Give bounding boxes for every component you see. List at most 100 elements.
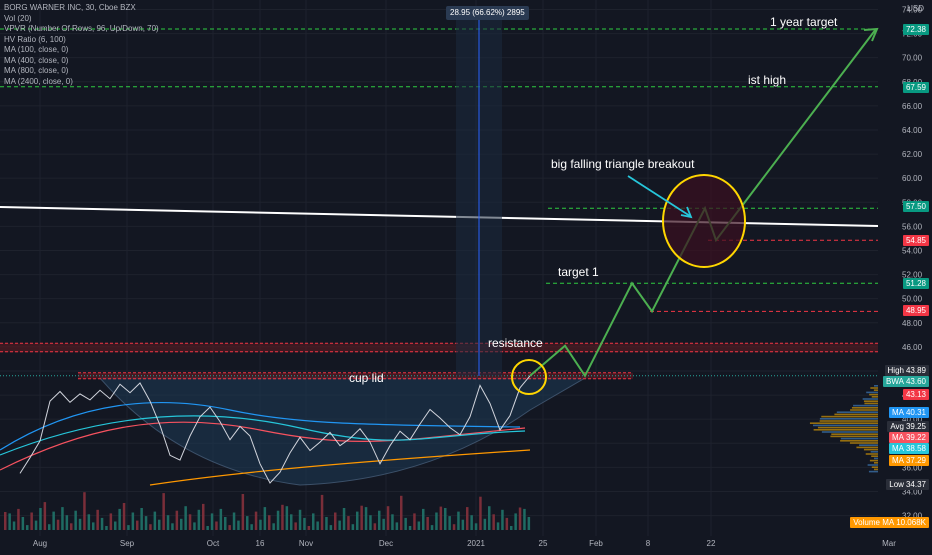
price-series-line xyxy=(19,375,531,484)
indicator-line[interactable]: HV Ratio (6, 100) xyxy=(4,34,66,44)
volume-bar xyxy=(241,494,245,530)
volume-bar xyxy=(8,513,11,530)
vpvr-row xyxy=(863,448,878,451)
volume-bar xyxy=(422,508,425,530)
price-tag: 72.38 xyxy=(902,24,929,35)
volume-bar xyxy=(254,511,258,530)
y-tick-label: 48.00 xyxy=(902,319,923,328)
price-tag-value: 39.22 xyxy=(905,433,926,442)
volume-bar xyxy=(26,525,29,530)
vpvr-row xyxy=(809,422,878,424)
vpvr-row xyxy=(874,385,878,387)
moving-average-line xyxy=(0,415,526,456)
volume-bar xyxy=(166,515,170,530)
x-tick-label: Oct xyxy=(207,539,220,548)
price-tag-value: 48.95 xyxy=(905,306,926,315)
volume-bar xyxy=(426,517,429,530)
volume-bar xyxy=(351,524,355,530)
volume-bar xyxy=(232,512,236,530)
vpvr-row xyxy=(831,433,878,435)
price-tag-value: 67.59 xyxy=(905,83,926,92)
x-tick-label: Feb xyxy=(589,539,603,548)
volume-bar xyxy=(122,503,126,530)
volume-bar xyxy=(347,516,350,530)
y-tick-label: 34.00 xyxy=(902,487,923,496)
annotation-target-1: target 1 xyxy=(558,265,599,279)
price-tag-value: 38.58 xyxy=(905,444,926,453)
volume-bar xyxy=(452,524,456,530)
price-tag: 54.85 xyxy=(902,235,929,246)
vpvr-row xyxy=(863,400,878,402)
price-tag: MA 38.58 xyxy=(888,443,929,454)
indicator-line[interactable]: MA (400, close, 0) xyxy=(4,55,69,65)
volume-bar xyxy=(144,516,148,530)
volume-bar xyxy=(444,508,447,530)
vpvr-row xyxy=(813,429,878,431)
price-tag-value: 54.85 xyxy=(905,236,926,245)
volume-bar xyxy=(184,506,187,530)
vpvr-row xyxy=(870,451,878,453)
volume-bar xyxy=(92,522,95,530)
moving-averages xyxy=(0,401,531,486)
indicator-line[interactable]: Vol (20) xyxy=(4,13,32,23)
price-tag: 48.95 xyxy=(902,305,929,316)
volume-bar xyxy=(127,525,130,530)
vpvr-row xyxy=(871,455,878,457)
indicator-line[interactable]: MA (800, close, 0) xyxy=(4,66,69,75)
x-tick-label: Nov xyxy=(299,539,313,548)
price-tag-value: 43.13 xyxy=(905,390,926,399)
vpvr-row xyxy=(817,426,878,429)
price-tag: Volume MA 10.068K xyxy=(850,517,929,528)
vpvr-row xyxy=(874,468,878,471)
volume-bar xyxy=(263,507,267,530)
price-tag-value: 10.068K xyxy=(896,518,926,527)
volume-bar xyxy=(466,507,469,530)
volume-bar xyxy=(246,516,249,530)
price-tag-key: MA xyxy=(891,444,904,453)
vpvr-row xyxy=(830,435,878,438)
volume-bar xyxy=(215,521,218,530)
volume-bar xyxy=(312,513,315,530)
volume-bar xyxy=(514,513,517,530)
y-tick-label: 64.00 xyxy=(902,126,923,135)
volume-bar xyxy=(206,526,209,530)
volume-bar xyxy=(483,518,487,530)
indicator-line[interactable]: MA (2400, close, 0) xyxy=(4,76,73,86)
indicator-line[interactable]: VPVR (Number Of Rows, 96, Up/Down, 70) xyxy=(4,24,159,33)
volume-bar xyxy=(12,521,16,530)
vpvr-row xyxy=(819,418,878,420)
x-tick-label: Dec xyxy=(379,539,393,548)
volume-bar xyxy=(360,505,363,530)
vpvr-row xyxy=(840,440,878,442)
price-tag-value: 72.38 xyxy=(905,25,926,34)
measure-label: 28.95 (66.62%) 2895 xyxy=(446,6,529,20)
indicator-line[interactable]: MA (100, close, 0) xyxy=(4,45,69,54)
volume-bar xyxy=(4,512,7,530)
price-tag-value: 39.25 xyxy=(905,422,926,431)
volume-bar xyxy=(413,513,416,530)
volume-bar xyxy=(395,522,399,530)
indicator-legend[interactable]: BORG WARNER INC, 30, Cboe BZX Vol (20) V… xyxy=(4,3,159,87)
volume-bar xyxy=(298,509,302,530)
y-tick-label: 54.00 xyxy=(902,246,923,255)
volume-bar xyxy=(61,507,64,530)
volume-bar xyxy=(158,519,161,530)
volume-bar xyxy=(188,514,192,530)
price-tag-value: 37.29 xyxy=(905,456,926,465)
price-tag: MA 39.22 xyxy=(888,432,929,443)
volume-bar xyxy=(210,513,214,530)
volume-bar xyxy=(470,515,473,530)
volume-bar xyxy=(325,517,328,530)
y-tick-label: 66.00 xyxy=(902,102,923,111)
volume-bar xyxy=(114,521,117,530)
volume-bar xyxy=(74,510,77,530)
price-tag-value: 57.50 xyxy=(905,202,926,211)
volume-bar xyxy=(474,523,478,530)
volume-bar xyxy=(505,517,509,530)
volume-bar xyxy=(461,519,465,530)
vpvr-row xyxy=(874,457,878,460)
vpvr-row xyxy=(869,393,878,396)
volume-bar xyxy=(320,494,324,530)
symbol-title[interactable]: BORG WARNER INC, 30, Cboe BZX xyxy=(4,3,136,12)
